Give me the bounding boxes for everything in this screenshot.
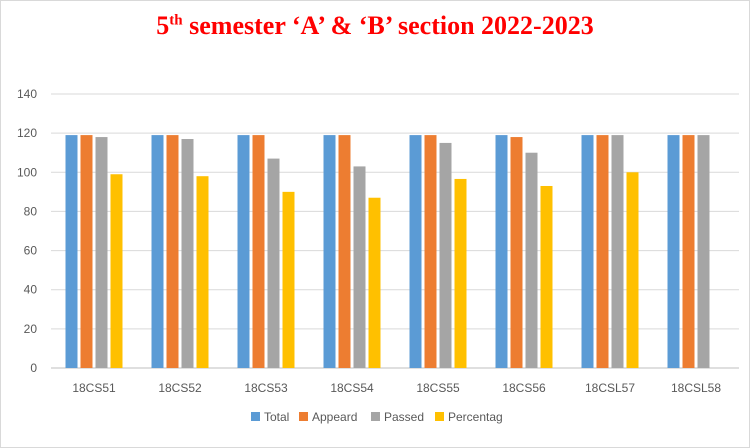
x-tick-label: 18CS52 xyxy=(158,381,202,395)
legend-swatch xyxy=(435,412,444,421)
bar xyxy=(540,185,553,368)
x-tick-label: 18CS51 xyxy=(72,381,116,395)
bar xyxy=(510,137,523,368)
bar xyxy=(151,135,164,368)
y-tick-label: 40 xyxy=(24,283,38,297)
y-tick-label: 0 xyxy=(30,361,37,375)
x-tick-label: 18CSL58 xyxy=(671,381,721,395)
bar xyxy=(581,135,594,368)
y-tick-label: 120 xyxy=(17,126,37,140)
x-tick-label: 18CS55 xyxy=(416,381,460,395)
bar xyxy=(439,142,452,368)
bar xyxy=(596,135,609,368)
title-superscript: th xyxy=(169,12,183,29)
y-tick-label: 80 xyxy=(24,204,38,218)
bar xyxy=(353,166,366,368)
bar xyxy=(611,135,624,368)
title-text: semester ‘A’ & ‘B’ section 2022-2023 xyxy=(182,11,594,40)
bar xyxy=(525,152,538,368)
legend-swatch xyxy=(299,412,308,421)
chart-title: 5th semester ‘A’ & ‘B’ section 2022-2023 xyxy=(1,11,749,41)
bar xyxy=(80,135,93,368)
x-tick-label: 18CSL57 xyxy=(585,381,635,395)
bar xyxy=(110,174,123,368)
bar xyxy=(495,135,508,368)
bar xyxy=(282,191,295,368)
bar xyxy=(65,135,78,368)
bar xyxy=(237,135,250,368)
bar xyxy=(181,139,194,368)
x-tick-label: 18CS56 xyxy=(502,381,546,395)
x-tick-label: 18CS53 xyxy=(244,381,288,395)
legend-swatch xyxy=(371,412,380,421)
bar xyxy=(166,135,179,368)
bar xyxy=(682,135,695,368)
bar xyxy=(323,135,336,368)
bar xyxy=(454,178,467,368)
x-tick-label: 18CS54 xyxy=(330,381,374,395)
legend-swatch xyxy=(251,412,260,421)
legend-label: Passed xyxy=(384,410,424,424)
legend-label: Appeard xyxy=(312,410,357,424)
bar xyxy=(267,158,280,368)
y-tick-label: 100 xyxy=(17,165,37,179)
bar xyxy=(626,172,639,368)
y-tick-label: 140 xyxy=(17,87,37,101)
legend-label: Percentag xyxy=(448,410,503,424)
bar xyxy=(252,135,265,368)
bar xyxy=(409,135,422,368)
bar xyxy=(424,135,437,368)
title-number: 5 xyxy=(156,11,170,40)
bar xyxy=(667,135,680,368)
y-tick-label: 20 xyxy=(24,322,38,336)
legend-label: Total xyxy=(264,410,289,424)
y-tick-label: 60 xyxy=(24,244,38,258)
bar xyxy=(196,176,209,368)
bar xyxy=(95,137,108,368)
bar xyxy=(697,135,710,368)
bar xyxy=(338,135,351,368)
bar xyxy=(368,197,381,368)
